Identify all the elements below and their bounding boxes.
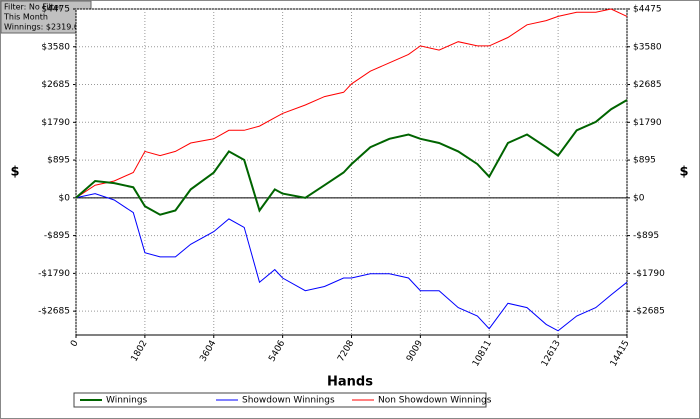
series-line — [75, 193, 628, 332]
y-tick-label: -$895 — [44, 231, 70, 241]
y2-tick-label: $0 — [633, 193, 645, 203]
y2-tick-label: $3580 — [633, 42, 662, 52]
y-tick-label: $1790 — [41, 118, 70, 128]
legend-label: Winnings — [106, 396, 148, 406]
legend-label: Non Showdown Winnings — [378, 396, 492, 406]
legend-label: Showdown Winnings — [242, 396, 335, 406]
info-box: Filter: No Filter This Month Winnings: $… — [0, 0, 92, 34]
y-tick-label: $4475 — [41, 5, 70, 15]
y-tick-label: $895 — [47, 156, 70, 166]
info-line: Filter: No Filter — [4, 3, 63, 12]
info-line: Winnings: $2319.00 — [4, 23, 84, 32]
y-tick-label: $3580 — [41, 42, 70, 52]
y2-tick-label: -$895 — [633, 231, 659, 241]
y-tick-label: $0 — [59, 193, 71, 203]
y2-tick-label: -$1790 — [633, 269, 665, 279]
y2-tick-label: $895 — [633, 156, 656, 166]
y-tick-label: $2685 — [41, 80, 70, 90]
y2-tick-label: -$2685 — [633, 307, 665, 317]
y-tick-label: -$2685 — [38, 307, 70, 317]
y-axis-title: $ — [10, 165, 19, 180]
y2-tick-label: $1790 — [633, 118, 662, 128]
series-line — [75, 99, 628, 216]
x-tick-label: 0 — [69, 339, 81, 349]
info-line: This Month — [3, 13, 48, 22]
legend — [73, 392, 487, 408]
y2-tick-label: $4475 — [633, 5, 662, 15]
y2-axis-title: $ — [679, 165, 688, 180]
y-tick-label: -$1790 — [38, 269, 70, 279]
series-line — [75, 8, 628, 199]
y2-tick-label: $2685 — [633, 80, 662, 90]
x-axis-title: Hands — [327, 375, 373, 390]
